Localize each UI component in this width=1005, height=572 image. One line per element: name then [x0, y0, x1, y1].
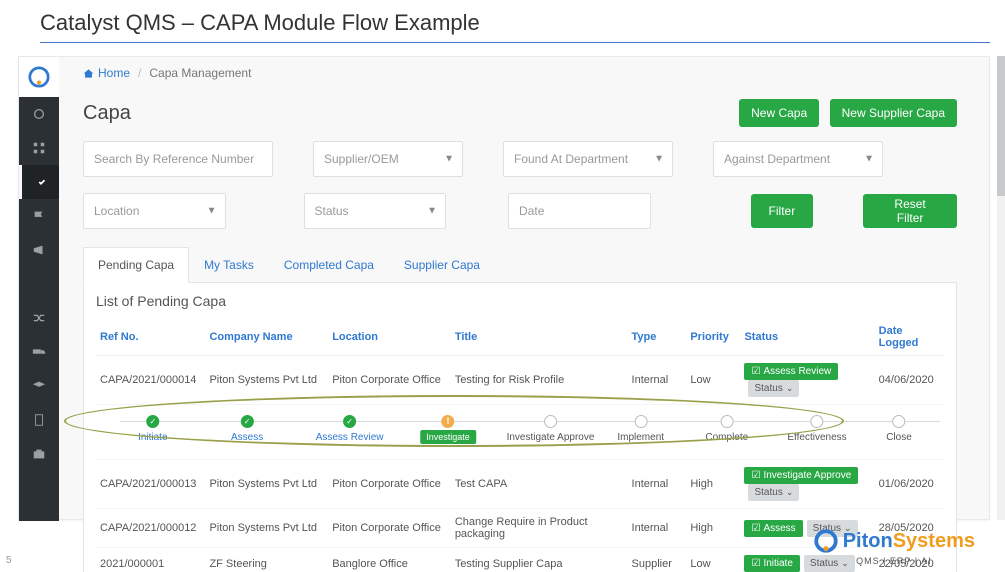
tab-completed[interactable]: Completed Capa — [269, 247, 389, 283]
breadcrumb-current: Capa Management — [149, 66, 251, 80]
nav-flag-icon[interactable] — [19, 199, 59, 233]
step-implement[interactable]: Implement — [617, 415, 664, 443]
nav-graduation-icon[interactable] — [19, 369, 59, 403]
status-select[interactable]: Status▼ — [304, 193, 447, 229]
panel-title: List of Pending Capa — [96, 293, 944, 309]
nav-dashboard-icon[interactable] — [19, 97, 59, 131]
slide-title: Catalyst QMS – CAPA Module Flow Example — [40, 10, 480, 36]
new-supplier-capa-button[interactable]: New Supplier Capa — [830, 99, 957, 127]
date-input[interactable]: Date — [508, 193, 651, 229]
nav-file-icon[interactable] — [19, 403, 59, 437]
col-type[interactable]: Type — [628, 319, 687, 356]
step-assess[interactable]: Assess — [231, 415, 263, 443]
step-initiate[interactable]: Initiate — [138, 415, 167, 443]
tabs: Pending Capa My Tasks Completed Capa Sup… — [83, 247, 957, 283]
table-row[interactable]: CAPA/2021/000014Piton Systems Pvt LtdPit… — [96, 356, 944, 405]
breadcrumb: Home / Capa Management — [59, 57, 981, 89]
against-dept-select[interactable]: Against Department▼ — [713, 141, 883, 177]
col-priority[interactable]: Priority — [686, 319, 740, 356]
breadcrumb-home-label: Home — [98, 66, 130, 80]
status-badge[interactable]: Assess — [744, 520, 802, 537]
new-capa-button[interactable]: New Capa — [739, 99, 819, 127]
scrollbar[interactable] — [997, 56, 1005, 520]
nav-megaphone-icon[interactable] — [19, 233, 59, 267]
tab-pending[interactable]: Pending Capa — [83, 247, 189, 283]
step-investigate[interactable]: Investigate — [420, 415, 476, 444]
step-effectiveness[interactable]: Effectiveness — [787, 415, 846, 443]
breadcrumb-sep: / — [138, 66, 141, 80]
status-dropdown[interactable]: Status — [748, 484, 799, 501]
filters: Search By Reference Number Supplier/OEM▼… — [83, 141, 957, 229]
nav-grid-icon[interactable] — [19, 131, 59, 165]
search-input[interactable]: Search By Reference Number — [83, 141, 273, 177]
col-title[interactable]: Title — [451, 319, 628, 356]
nav-briefcase-icon[interactable] — [19, 437, 59, 471]
footer-logo-icon — [813, 528, 839, 554]
step-close[interactable]: Close — [886, 415, 912, 443]
reset-filter-button[interactable]: Reset Filter — [863, 194, 957, 228]
step-assess_review[interactable]: Assess Review — [316, 415, 384, 443]
col-location[interactable]: Location — [328, 319, 451, 356]
tab-mytasks[interactable]: My Tasks — [189, 247, 269, 283]
supplier-select[interactable]: Supplier/OEM▼ — [313, 141, 463, 177]
col-company[interactable]: Company Name — [205, 319, 328, 356]
status-badge[interactable]: Assess Review — [744, 363, 838, 380]
logo-icon[interactable] — [19, 57, 59, 97]
footer-sub: QMS | ERP | AI — [856, 556, 932, 566]
slide-number: 5 — [6, 555, 12, 566]
left-nav — [19, 57, 59, 521]
footer-logo: PitonSystems QMS | ERP | AI — [813, 528, 975, 566]
step-inv_approve[interactable]: Investigate Approve — [507, 415, 595, 443]
nav-capa-icon[interactable] — [19, 165, 59, 199]
filter-button[interactable]: Filter — [751, 194, 814, 228]
col-status[interactable]: Status — [740, 319, 874, 356]
table-row[interactable]: CAPA/2021/000013Piton Systems Pvt LtdPit… — [96, 460, 944, 509]
location-select[interactable]: Location▼ — [83, 193, 226, 229]
found-dept-select[interactable]: Found At Department▼ — [503, 141, 673, 177]
stepper-row: Initiate Assess Assess Review Investigate In… — [96, 405, 944, 460]
status-badge[interactable]: Investigate Approve — [744, 467, 858, 484]
col-date[interactable]: Date Logged — [875, 319, 944, 356]
breadcrumb-home[interactable]: Home — [83, 66, 130, 80]
nav-pin-icon[interactable] — [19, 267, 59, 301]
col-ref[interactable]: Ref No. — [96, 319, 205, 356]
step-complete[interactable]: Complete — [705, 415, 748, 443]
status-dropdown[interactable]: Status — [748, 380, 799, 397]
content-area: Home / Capa Management Capa New Capa New… — [59, 57, 981, 519]
page-title: Capa — [83, 102, 131, 125]
nav-truck-icon[interactable] — [19, 335, 59, 369]
nav-shuffle-icon[interactable] — [19, 301, 59, 335]
status-badge[interactable]: Initiate — [744, 555, 799, 572]
tab-supplier[interactable]: Supplier Capa — [389, 247, 495, 283]
app-window: Home / Capa Management Capa New Capa New… — [18, 56, 990, 520]
title-rule — [40, 42, 990, 43]
